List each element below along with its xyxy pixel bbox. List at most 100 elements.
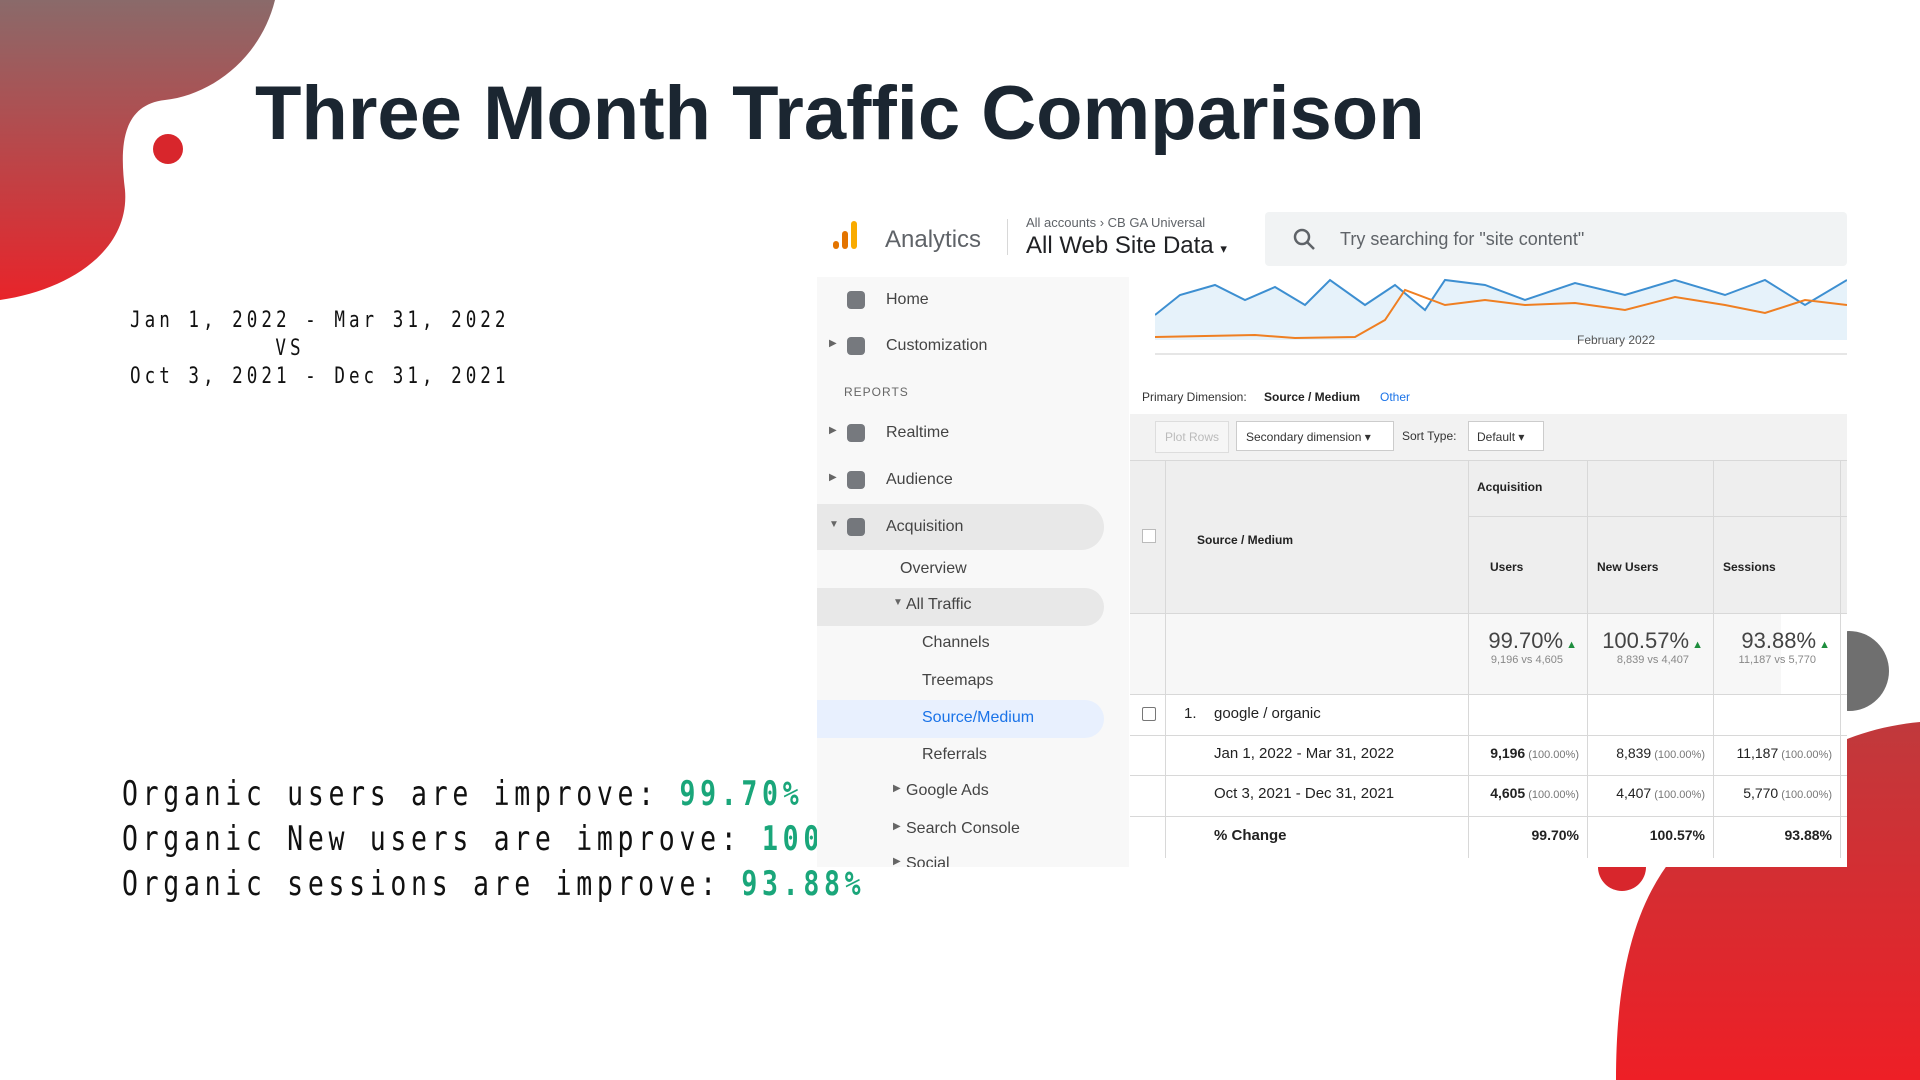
dropdown-label: Secondary dimension <box>1246 430 1362 444</box>
nav-item[interactable]: Social <box>906 855 950 867</box>
col-line <box>1468 460 1469 858</box>
label: Sort Type: <box>1402 429 1457 443</box>
dropdown[interactable]: Secondary dimension ▾ <box>1236 421 1394 451</box>
highlight: Organic sessions are improve: 93.88% <box>122 864 865 904</box>
detail: 11,187 vs 5,770 <box>1738 654 1816 666</box>
search-placeholder: Try searching for "site content" <box>1340 229 1585 249</box>
link[interactable]: Other <box>1380 390 1411 404</box>
share: (100.00%) <box>1528 789 1579 801</box>
cell: 4,407 (100.00%) <box>1587 785 1705 801</box>
label: Organic New users are improve: <box>122 819 763 859</box>
up-arrow: ▲ <box>1816 639 1830 651</box>
label: Organic users are improve: <box>122 774 680 814</box>
col-line <box>1165 460 1166 858</box>
change: 93.88% <box>1741 628 1817 653</box>
row-label: Jan 1, 2022 - Mar 31, 2022 <box>1214 745 1395 762</box>
cell: 11,187 (100.00%) <box>1713 745 1832 761</box>
row-line <box>1468 516 1847 517</box>
up-arrow: ▲ <box>1689 639 1703 651</box>
share: (100.00%) <box>1781 789 1832 801</box>
caret: ▼ <box>829 519 839 530</box>
row-line <box>1130 460 1847 461</box>
nav-item[interactable]: Acquisition <box>886 518 964 535</box>
nav-item[interactable]: Customization <box>886 337 988 354</box>
summary-row <box>1130 613 1781 694</box>
value: 99.70% <box>1531 827 1579 843</box>
nav-item[interactable]: All Traffic <box>906 596 972 613</box>
column-header[interactable]: New Users <box>1597 560 1659 574</box>
nav-item[interactable]: Audience <box>886 471 953 488</box>
group-header: Acquisition <box>1477 480 1543 494</box>
nav-item[interactable]: Google Ads <box>906 782 989 799</box>
sidebar <box>817 277 1129 867</box>
nav-item[interactable]: Realtime <box>886 424 950 441</box>
cell: 5,770 (100.00%) <box>1713 785 1832 801</box>
nav-item[interactable]: Referrals <box>922 746 987 763</box>
label: Primary Dimension: <box>1142 390 1247 404</box>
date: Jan 1, 2022 - Mar 31, 2022 <box>130 308 510 333</box>
nav-item[interactable]: Overview <box>900 560 967 577</box>
row-label: google / organic <box>1214 705 1321 722</box>
cell: 8,839 (100.00%) <box>1587 745 1705 761</box>
nav-item[interactable]: Home <box>886 291 929 308</box>
brand: Analytics <box>885 226 982 253</box>
column-header[interactable]: Users <box>1490 560 1524 574</box>
caret: ▶ <box>893 856 901 867</box>
column-header[interactable]: Sessions <box>1723 560 1776 574</box>
blob <box>0 0 275 300</box>
crumb: All accounts <box>1026 215 1097 230</box>
row-label: Oct 3, 2021 - Dec 31, 2021 <box>1214 785 1395 802</box>
search[interactable]: Try searching for "site content" <box>1265 212 1847 266</box>
caret: ▼ <box>893 597 903 608</box>
dot <box>153 134 183 164</box>
chart-label: February 2022 <box>1577 333 1656 347</box>
change: 100.57% <box>1602 628 1690 653</box>
value: 8,839 <box>1616 745 1652 761</box>
button[interactable]: Plot Rows <box>1155 421 1229 453</box>
up-arrow: ▲ <box>1563 639 1577 651</box>
nav-item[interactable]: Treemaps <box>922 672 994 689</box>
caret: ▶ <box>829 338 837 349</box>
detail: 9,196 vs 4,605 <box>1490 654 1563 666</box>
row-line <box>1130 613 1847 614</box>
value: 9,196 <box>1490 745 1526 761</box>
dropdown[interactable]: Default ▾ <box>1468 421 1544 451</box>
date: Oct 3, 2021 - Dec 31, 2021 <box>130 364 510 389</box>
highlight: Organic New users are improve: 100.57% <box>122 819 907 859</box>
nav-item[interactable]: Channels <box>922 634 990 651</box>
caret: ▶ <box>893 821 901 832</box>
divider <box>1007 219 1008 255</box>
change-line: 100.57% ▲ <box>1587 628 1703 654</box>
icon <box>847 424 865 442</box>
active-bg <box>817 588 1104 626</box>
nav-item[interactable]: Search Console <box>906 820 1020 837</box>
dimension: Source / Medium <box>1264 390 1361 404</box>
table-header <box>1130 460 1847 613</box>
caret: ▶ <box>829 425 837 436</box>
nav-item[interactable]: Source/Medium <box>922 709 1035 726</box>
value: 93.88% <box>741 864 866 904</box>
row-line <box>1130 775 1847 776</box>
summary: 93.88% ▲ 11,187 vs 5,770 <box>1713 628 1830 666</box>
icon <box>847 471 865 489</box>
highlight: Organic users are improve: 99.70% <box>122 774 803 814</box>
col-line <box>1840 460 1841 858</box>
row-index: 1. <box>1184 705 1197 722</box>
value: 11,187 <box>1736 745 1779 761</box>
icon <box>847 518 865 536</box>
column-header[interactable]: Source / Medium <box>1197 533 1294 547</box>
checkbox[interactable] <box>1142 529 1156 543</box>
property[interactable]: All Web Site Data ▾ <box>1026 232 1227 259</box>
col-line <box>1713 460 1714 858</box>
cell: 93.88% <box>1713 827 1832 843</box>
logo <box>833 221 857 249</box>
dropdown-label: Default <box>1477 430 1516 444</box>
checkbox[interactable] <box>1142 707 1156 721</box>
row-line <box>1130 694 1847 695</box>
col-line <box>1587 460 1588 858</box>
value: 5,770 <box>1743 785 1779 801</box>
value: 100.57% <box>1649 827 1705 843</box>
caret: ▶ <box>829 472 837 483</box>
trend-chart <box>1155 278 1847 355</box>
